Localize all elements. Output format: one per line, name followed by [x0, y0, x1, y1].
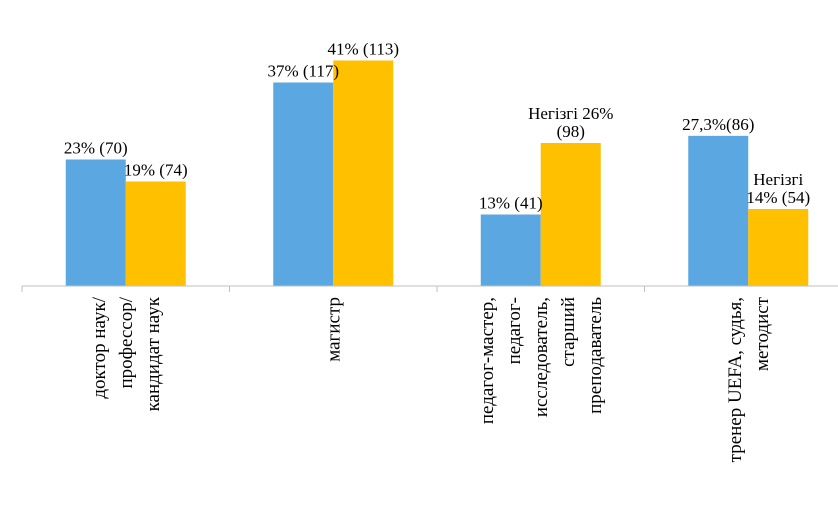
data-label: 19% (74): [124, 161, 188, 180]
bar-series-1-cat-4: [688, 135, 749, 286]
data-label: 14% (54): [746, 188, 810, 207]
category-label: преподаватель: [585, 297, 606, 414]
data-label: 23% (70): [64, 139, 128, 158]
bars-layer: [65, 60, 809, 286]
category-label: тренер UEFA, судья,: [725, 297, 746, 462]
category-label: педагог-: [504, 297, 525, 364]
category-label: доктор наук/: [89, 296, 110, 398]
bar-series-2-cat-1: [125, 181, 186, 286]
category-label: магистр: [323, 297, 344, 362]
data-labels-layer: 23% (70) 37% (117) 13% (41) 27,3%(86) 19% (7…: [64, 40, 810, 213]
data-label: 37% (117): [267, 62, 339, 81]
bar-series-2-cat-2: [333, 60, 394, 286]
category-labels-layer: доктор наук/профессор/кандидат наук магис…: [89, 296, 773, 462]
bar-series-1-cat-2: [273, 82, 334, 286]
bar-series-1-cat-1: [65, 159, 126, 286]
data-label: 27,3%(86): [682, 115, 754, 134]
bar-series-1-cat-3: [480, 214, 541, 286]
x-axis: [21, 285, 838, 292]
category-label: старший: [558, 297, 579, 367]
category-label: кандидат наук: [143, 296, 164, 411]
data-label: Негізгі 26%: [528, 104, 613, 123]
data-label: (98): [557, 122, 585, 141]
data-label: 13% (41): [479, 194, 543, 213]
bar-series-2-cat-3: [540, 143, 601, 286]
category-label: методист: [752, 296, 773, 371]
data-label: Негізгі: [753, 170, 803, 189]
category-label: профессор/: [116, 296, 137, 388]
bar-series-2-cat-4: [748, 209, 809, 286]
category-label: исследователь,: [531, 297, 552, 417]
category-label: педагог-мастер,: [477, 297, 498, 424]
data-label: 41% (113): [327, 40, 399, 59]
